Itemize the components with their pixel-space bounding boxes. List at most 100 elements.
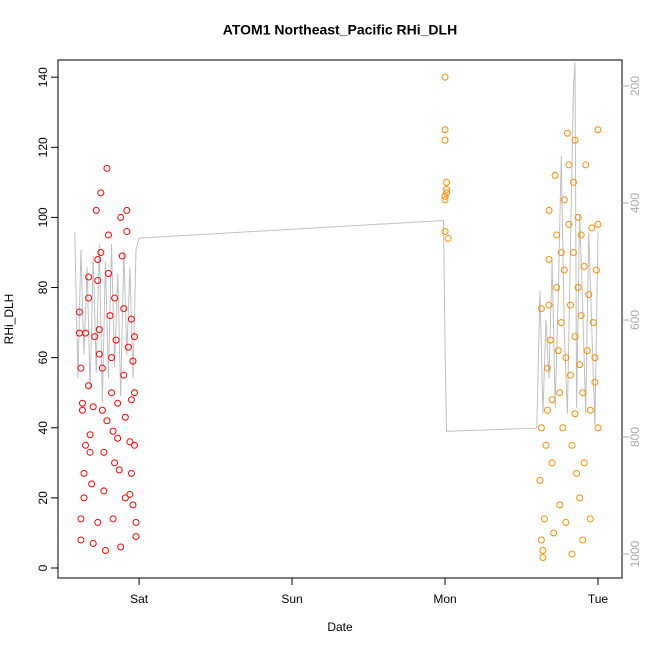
point — [98, 406, 106, 414]
point — [89, 539, 97, 547]
point — [106, 312, 114, 320]
point — [80, 469, 88, 477]
point — [559, 424, 567, 432]
point — [574, 284, 582, 292]
point — [98, 364, 106, 372]
point — [100, 448, 108, 456]
point — [86, 448, 94, 456]
point — [556, 501, 564, 509]
point — [570, 178, 578, 186]
point — [127, 315, 135, 323]
point — [571, 410, 579, 418]
point — [443, 185, 451, 193]
point — [553, 284, 561, 292]
point — [441, 196, 449, 204]
point — [571, 136, 579, 144]
y2-tick-label: 800 — [628, 427, 642, 447]
y-tick-label: 120 — [36, 137, 50, 157]
point — [75, 308, 83, 316]
point — [580, 459, 588, 467]
point — [576, 494, 584, 502]
y2-tick-label: 400 — [628, 193, 642, 213]
point — [540, 515, 548, 523]
pressure-line — [74, 62, 599, 432]
point — [583, 347, 591, 355]
point — [126, 490, 134, 498]
point — [562, 354, 570, 362]
point — [78, 406, 86, 414]
point — [132, 518, 140, 526]
point — [554, 347, 562, 355]
point — [118, 252, 126, 260]
point — [588, 224, 596, 232]
point — [94, 277, 102, 285]
point — [560, 266, 568, 274]
point — [536, 476, 544, 484]
point — [580, 262, 588, 270]
y2-tick-label: 600 — [628, 310, 642, 330]
point — [108, 389, 116, 397]
point — [563, 129, 571, 137]
y-axis-label: RHi_DLH — [2, 294, 16, 345]
point — [111, 459, 119, 467]
point — [77, 515, 85, 523]
point — [594, 424, 602, 432]
y-tick-label: 100 — [36, 207, 50, 227]
point — [589, 319, 597, 327]
point — [127, 396, 135, 404]
point — [97, 189, 105, 197]
point — [103, 417, 111, 425]
point — [124, 343, 132, 351]
point — [80, 494, 88, 502]
point — [97, 248, 105, 256]
point — [441, 192, 449, 200]
point — [547, 336, 555, 344]
point — [553, 231, 561, 239]
y-tick-label: 40 — [36, 421, 50, 435]
point — [443, 189, 451, 197]
point — [565, 220, 573, 228]
point — [586, 515, 594, 523]
point — [91, 333, 99, 341]
y-tick-label: 140 — [36, 67, 50, 87]
point — [82, 329, 90, 337]
point — [114, 434, 122, 442]
point — [111, 294, 119, 302]
point — [545, 255, 553, 263]
point — [85, 294, 93, 302]
y-tick-label: 60 — [36, 351, 50, 365]
point — [100, 487, 108, 495]
y2-tick-label: 200 — [628, 76, 642, 96]
point — [121, 413, 129, 421]
point — [104, 270, 112, 278]
y-tick-label: 0 — [36, 564, 50, 571]
point — [586, 406, 594, 414]
point — [444, 234, 452, 242]
point — [573, 469, 581, 477]
point — [441, 126, 449, 134]
point — [86, 431, 94, 439]
point — [566, 371, 574, 379]
point — [109, 427, 117, 435]
point — [544, 406, 552, 414]
point — [109, 515, 117, 523]
point — [441, 73, 449, 81]
point — [566, 301, 574, 309]
point — [577, 231, 585, 239]
point — [85, 273, 93, 281]
point — [571, 333, 579, 341]
point — [539, 553, 547, 561]
point — [115, 466, 123, 474]
point — [129, 357, 137, 365]
point — [548, 396, 556, 404]
point — [560, 196, 568, 204]
point — [537, 424, 545, 432]
point — [130, 441, 138, 449]
point — [94, 518, 102, 526]
point — [129, 501, 137, 509]
point — [562, 518, 570, 526]
point — [78, 399, 86, 407]
y-tick-label: 20 — [36, 491, 50, 505]
point — [130, 333, 138, 341]
